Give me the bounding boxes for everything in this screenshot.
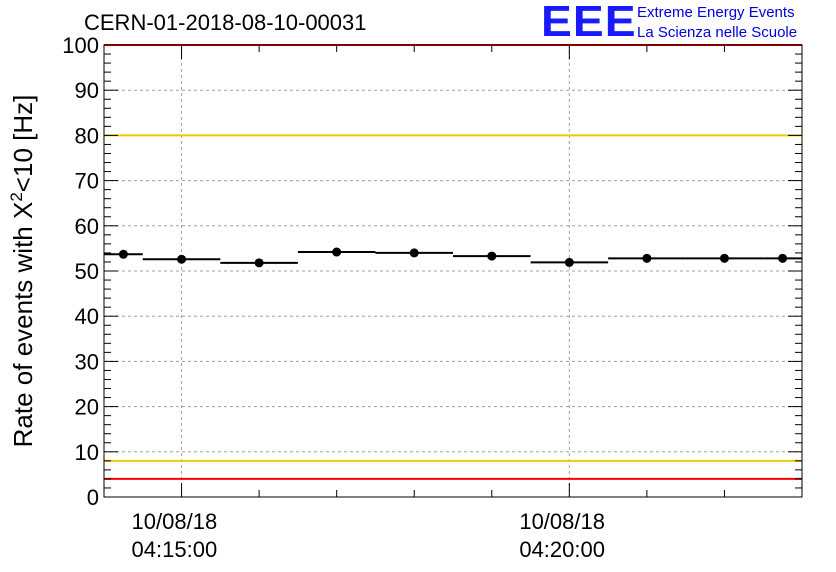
data-point <box>778 253 788 263</box>
y-tick-label: 40 <box>75 304 99 329</box>
y-tick-label: 50 <box>75 259 99 284</box>
data-point <box>564 257 574 267</box>
data-point <box>118 249 128 259</box>
x-tick-label-date: 10/08/18 <box>519 509 605 534</box>
logo-caption-line1: Extreme Energy Events <box>637 4 795 21</box>
data-point <box>719 253 729 263</box>
y-tick-label: 90 <box>75 78 99 103</box>
eee-logo: EEE <box>541 0 637 46</box>
x-tick-label-time: 04:15:00 <box>132 537 218 562</box>
y-tick-label: 100 <box>62 33 99 58</box>
y-tick-label: 10 <box>75 440 99 465</box>
y-tick-label: 60 <box>75 214 99 239</box>
data-point <box>487 251 497 261</box>
x-tick-label-date: 10/08/18 <box>132 509 218 534</box>
data-series <box>104 247 802 268</box>
reference-lines <box>104 44 802 480</box>
y-tick-label: 80 <box>75 123 99 148</box>
data-point <box>254 258 264 268</box>
y-tick-label: 20 <box>75 395 99 420</box>
data-point <box>409 248 419 258</box>
y-tick-label: 30 <box>75 349 99 374</box>
axis-ticks <box>104 44 802 498</box>
data-point <box>332 247 342 257</box>
run-title: CERN-01-2018-08-10-00031 <box>84 10 367 35</box>
y-tick-label: 0 <box>87 485 99 510</box>
logo-caption-line2: La Scienza nelle Scuole <box>637 24 798 41</box>
x-tick-label-time: 04:20:00 <box>519 537 605 562</box>
tick-labels: 0 10 20 30 40 50 60 70 80 90 100 10/08/18 04:15:00 10… <box>62 33 605 562</box>
data-point <box>642 253 652 263</box>
grid <box>104 45 802 497</box>
y-axis-label: Rate of events with X2<10 [Hz] <box>7 95 38 448</box>
y-tick-label: 70 <box>75 169 99 194</box>
data-point <box>177 254 187 264</box>
